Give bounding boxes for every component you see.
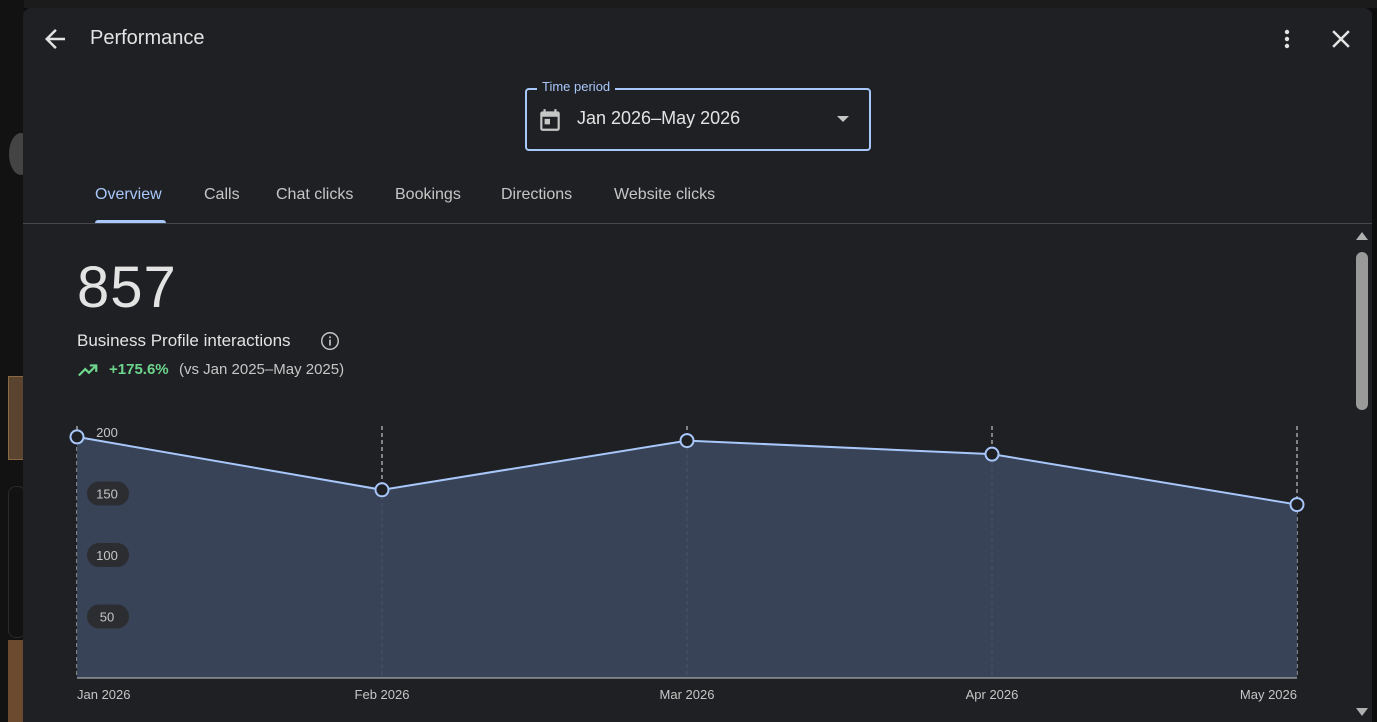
data-point[interactable] [69, 429, 85, 445]
scrollbar[interactable] [1352, 224, 1372, 722]
page-title: Performance [90, 27, 205, 49]
y-tick-label: 150 [96, 487, 118, 502]
x-tick-label: May 2026 [1240, 687, 1297, 702]
metric-label: Business Profile interactions [77, 331, 291, 350]
background-window-strip [0, 0, 1377, 8]
tab-chat-clicks[interactable]: Chat clicks [276, 186, 354, 203]
y-tick-label: 100 [96, 548, 118, 563]
background-page [0, 0, 33, 722]
time-period-select[interactable]: Time period Jan 2026–May 2026 [525, 79, 871, 151]
data-point[interactable] [679, 433, 695, 449]
x-tick-label: Mar 2026 [660, 687, 715, 702]
back-button[interactable] [40, 24, 70, 54]
time-period-outline [525, 88, 871, 151]
metric-tabs: Overview Calls Chat clicks Bookings Dire… [23, 178, 1372, 223]
tab-website-clicks[interactable]: Website clicks [614, 186, 716, 203]
close-icon [1332, 30, 1350, 48]
tabs-divider [23, 223, 1372, 224]
arrow-back-icon [45, 29, 65, 49]
background-thumbnail-2 [8, 640, 24, 722]
comparison-period: (vs Jan 2025–May 2025) [179, 361, 345, 378]
y-tick: 50 [87, 604, 129, 629]
x-tick-label: Jan 2026 [77, 687, 131, 702]
time-period-label: Time period [537, 79, 616, 95]
trending-up-icon [78, 364, 98, 377]
chevron-down-icon [837, 116, 849, 122]
more-vert-icon [1284, 29, 1290, 49]
calendar-icon [540, 109, 560, 131]
scroll-up-arrow[interactable] [1356, 232, 1368, 240]
y-tick: 150 [87, 481, 129, 506]
scroll-thumb[interactable] [1356, 252, 1368, 410]
data-point[interactable] [1289, 497, 1305, 513]
y-tick: 100 [87, 543, 129, 567]
close-button[interactable] [1326, 24, 1356, 54]
active-tab-indicator [95, 220, 166, 223]
chart-area [77, 436, 1297, 678]
more-options-button[interactable] [1275, 24, 1299, 54]
scroll-down-arrow[interactable] [1356, 708, 1368, 716]
overview-panel: 857 Business Profile interactions +175.6… [23, 224, 1352, 722]
total-interactions: 857 [77, 255, 177, 320]
performance-dialog: Performance Time period Jan 2026–May 202… [23, 8, 1372, 722]
y-tick-label: 50 [100, 610, 114, 625]
tab-directions[interactable]: Directions [501, 186, 573, 203]
data-point[interactable] [984, 446, 1000, 462]
tab-calls[interactable]: Calls [204, 186, 240, 203]
tab-bookings[interactable]: Bookings [395, 186, 461, 203]
interactions-chart: 200 150 100 50 Jan 2026 Feb 2026 Mar 2026 Apr … [69, 425, 1305, 702]
dialog-header: Performance [23, 8, 1372, 68]
time-period-value: Jan 2026–May 2026 [577, 108, 741, 128]
y-tick: 200 [96, 425, 118, 440]
x-tick-label: Feb 2026 [355, 687, 410, 702]
change-percent: +175.6% [109, 361, 169, 378]
info-icon[interactable] [319, 330, 341, 352]
y-tick-label: 200 [96, 425, 118, 440]
x-tick-label: Apr 2026 [966, 687, 1019, 702]
tab-overview[interactable]: Overview [95, 186, 162, 203]
data-point[interactable] [374, 482, 390, 498]
